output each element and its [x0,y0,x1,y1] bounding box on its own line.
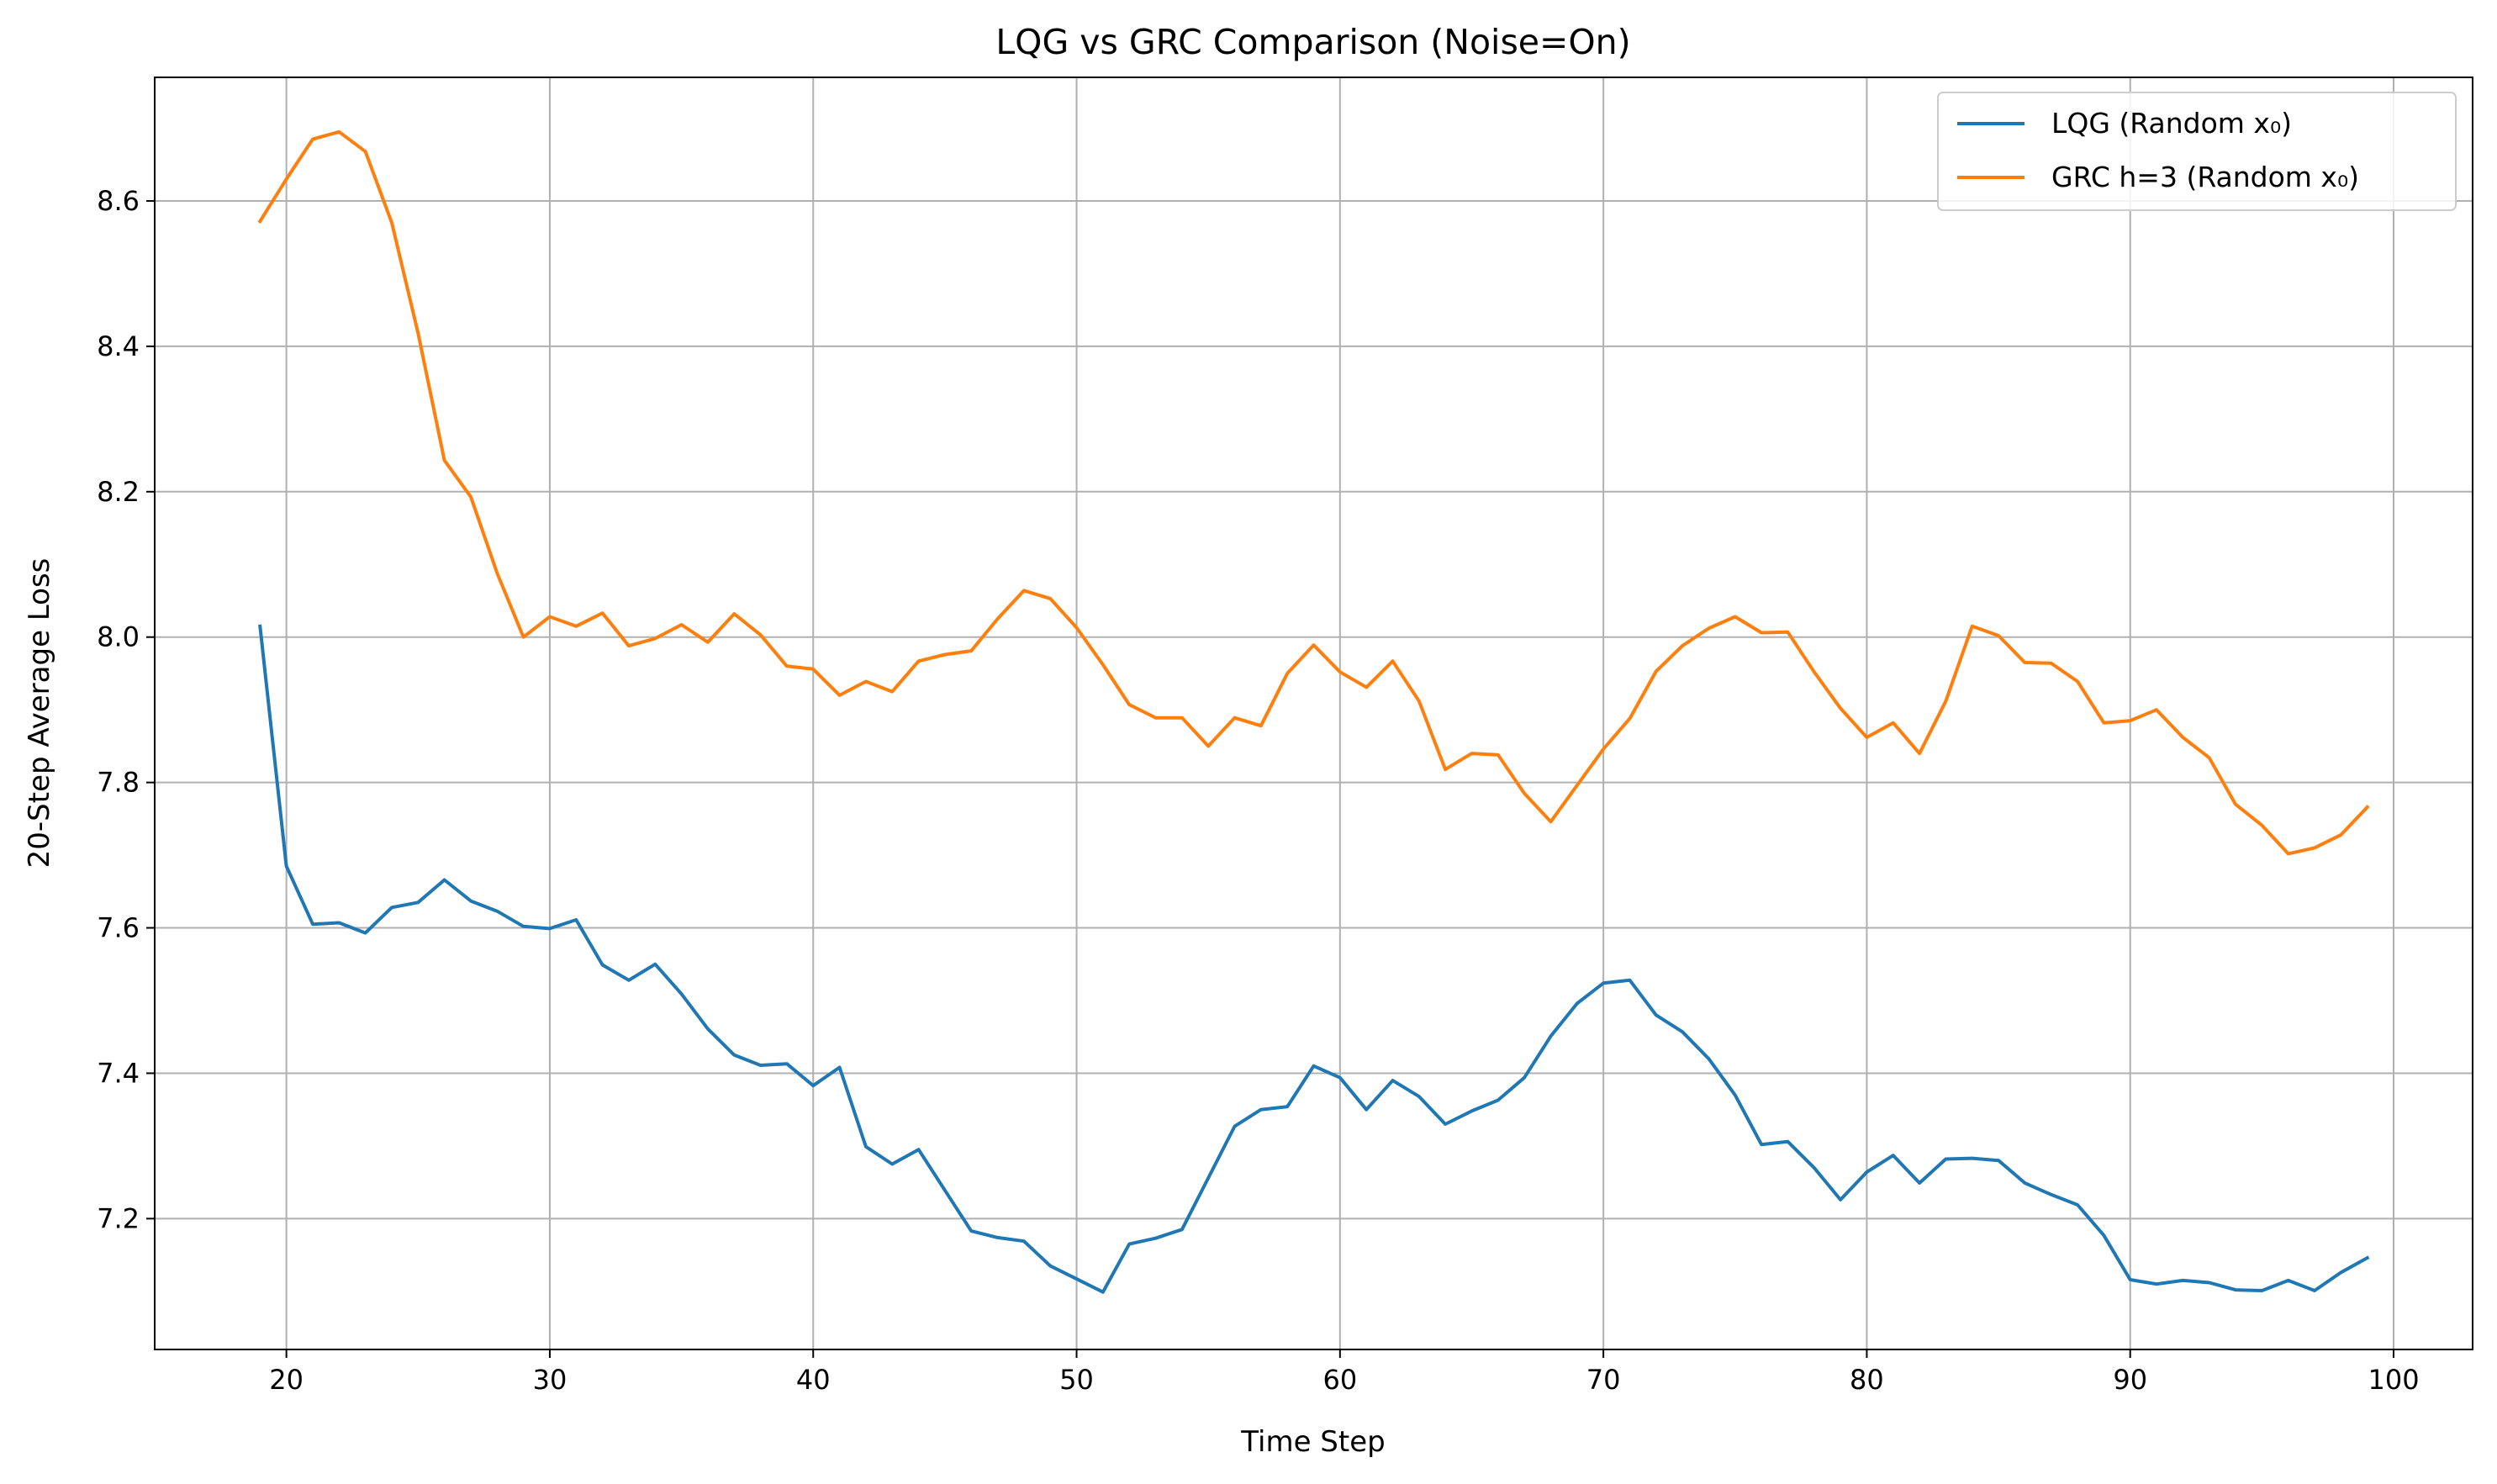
series-line-1 [257,129,2370,856]
x-tick-label-2: 40 [796,1364,831,1396]
series-layer [257,129,2370,1294]
y-tick-label-3: 7.8 [97,767,140,799]
x-axis-title: Time Step [1240,1425,1385,1459]
x-tick-label-7: 90 [2113,1364,2147,1396]
legend-label-grc: GRC h=3 (Random x₀) [2051,161,2359,193]
x-tick-label-8: 100 [2368,1364,2419,1396]
x-tick-label-6: 80 [1850,1364,1884,1396]
chart-title: LQG vs GRC Comparison (Noise=On) [995,22,1630,62]
y-tick-label-6: 8.4 [97,330,140,362]
x-tick-label-4: 60 [1322,1364,1357,1396]
y-tick-label-1: 7.4 [97,1057,140,1089]
y-axis-title: 20-Step Average Loss [23,558,56,869]
y-tick-label-7: 8.6 [97,185,140,217]
legend-box [1937,92,2457,211]
x-tick-label-3: 50 [1059,1364,1094,1396]
x-tick-label-0: 20 [269,1364,304,1396]
y-tick-label-2: 7.6 [97,912,140,944]
tick-layer: 20 30 40 50 60 70 80 90 100 7.2 7.4 7.6 7.8 8.0 8.2 8.4… [97,185,2419,1396]
legend-label-lqg: LQG (Random x₀) [2051,107,2292,140]
y-tick-label-0: 7.2 [97,1202,140,1234]
y-tick-label-4: 8.0 [97,621,140,653]
legend: LQG (Random x₀) GRC h=3 (Random x₀) [1937,92,2457,211]
series-line-0 [258,624,2370,1294]
plot-frame [154,77,2473,1350]
x-tick-label-1: 30 [533,1364,568,1396]
y-tick-label-5: 8.2 [97,476,140,508]
x-tick-label-5: 70 [1586,1364,1621,1396]
